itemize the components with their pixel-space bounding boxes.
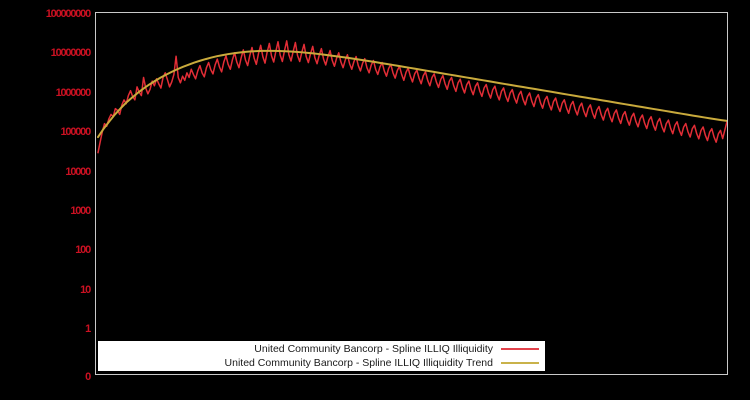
y-tick-label: 10000 <box>65 165 91 178</box>
y-tick-label: 100000000 <box>45 8 91 20</box>
y-tick-label: 0 <box>85 371 91 383</box>
chart-legend[interactable]: United Community Bancorp - Spline ILLIQ … <box>98 341 545 371</box>
series-line-illiquidity-trend <box>97 49 727 139</box>
y-tick-label: 1 <box>85 323 91 336</box>
y-tick-label: 10000000 <box>50 47 92 60</box>
legend-label-illiquidity-trend: United Community Bancorp - Spline ILLIQ … <box>224 357 493 369</box>
legend-item-illiquidity-trend[interactable]: United Community Bancorp - Spline ILLIQ … <box>98 356 545 370</box>
y-tick-label: 10 <box>80 283 91 296</box>
y-tick-label: 100 <box>75 244 91 257</box>
legend-label-illiquidity: United Community Bancorp - Spline ILLIQ … <box>254 343 493 355</box>
y-tick-label: 100000 <box>60 126 91 139</box>
series-lines <box>97 40 727 154</box>
legend-swatch-illiquidity <box>501 348 539 350</box>
y-axis-tick-labels: 100000000 10000000 1000000 100000 10000 1000 1… <box>0 0 92 400</box>
series-line-illiquidity <box>97 40 727 154</box>
legend-item-illiquidity[interactable]: United Community Bancorp - Spline ILLIQ … <box>98 342 545 356</box>
plot-area <box>95 12 728 375</box>
y-tick-label: 1000000 <box>55 86 92 99</box>
legend-swatch-illiquidity-trend <box>501 362 539 364</box>
y-tick-label: 1000 <box>70 205 91 217</box>
